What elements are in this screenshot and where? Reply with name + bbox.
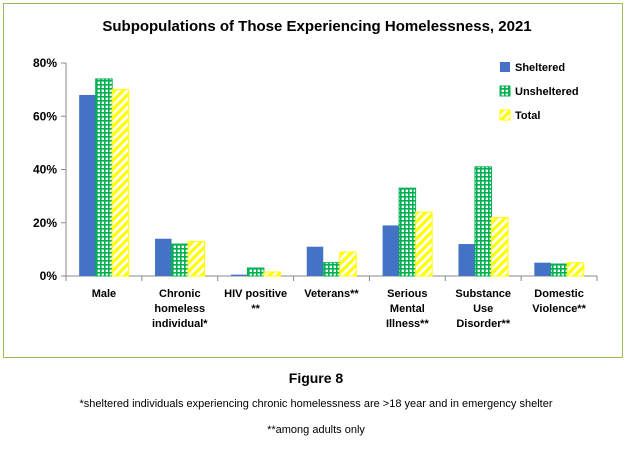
bar-total [415, 211, 433, 277]
legend-swatch-sheltered [500, 62, 510, 72]
bar-total [263, 271, 281, 277]
x-category-label: HIV positive [224, 288, 287, 300]
footnote-adults: **among adults only [267, 424, 365, 436]
x-category-label: Serious [387, 288, 427, 300]
bar-sheltered [306, 246, 324, 276]
x-category-label: Use [473, 303, 493, 315]
bar-sheltered [79, 94, 96, 276]
y-tick-label: 20% [33, 216, 57, 230]
y-tick-label: 40% [33, 163, 57, 177]
x-category-label: Veterans** [304, 288, 359, 300]
bar-sheltered [458, 244, 475, 276]
bar-unsheltered [550, 263, 568, 277]
bar-total [339, 251, 357, 277]
chart-title: Subpopulations of Those Experiencing Hom… [102, 18, 531, 35]
footnote-chronic: *sheltered individuals experiencing chro… [79, 398, 553, 410]
bar-unsheltered [95, 78, 113, 277]
y-tick-label: 60% [33, 109, 57, 123]
legend-label-unsheltered: Unsheltered [515, 86, 579, 98]
bar-total [111, 89, 130, 277]
x-category-label: homeless [154, 303, 205, 315]
x-category-label: Male [92, 288, 116, 300]
bar-unsheltered [246, 267, 265, 277]
legend-swatch-total [499, 109, 511, 121]
bar-sheltered [230, 274, 248, 276]
x-category-label: Chronic [159, 288, 201, 300]
x-category-label: Domestic [534, 288, 584, 300]
legend-swatch-unsheltered [499, 85, 511, 97]
bar-total [566, 262, 585, 277]
legend-label-sheltered: Sheltered [515, 62, 565, 74]
legend-label-total: Total [515, 110, 540, 122]
axes: 0% 20% 40% 60% 80% [33, 56, 598, 283]
bar-chart: Subpopulations of Those Experiencing Hom… [33, 18, 598, 330]
bar-unsheltered [474, 166, 492, 277]
category-labels: Male Chronic homeless individual* HIV positi… [92, 288, 587, 330]
y-tick-label: 80% [33, 56, 57, 70]
x-category-label: Disorder** [456, 318, 511, 330]
figure-label: Figure 8 [288, 370, 344, 386]
bar-sheltered [534, 262, 551, 276]
bar-unsheltered [322, 262, 341, 277]
legend: Sheltered Unsheltered Total [499, 62, 579, 122]
x-category-label: Substance [455, 288, 511, 300]
x-category-label: ** [251, 303, 260, 315]
chart-frame: Subpopulations of Those Experiencing Hom… [3, 3, 623, 358]
bar-unsheltered [398, 187, 417, 277]
bar-sheltered [155, 238, 172, 276]
x-category-label: Illness** [386, 318, 430, 330]
bars [79, 78, 585, 277]
bar-total [187, 240, 206, 277]
x-category-label: Mental [390, 303, 425, 315]
y-tick-label: 0% [40, 269, 58, 283]
bar-total [490, 216, 509, 277]
bar-unsheltered [171, 243, 189, 277]
x-category-label: individual* [152, 318, 208, 330]
x-category-label: Violence** [532, 303, 586, 315]
bar-sheltered [382, 225, 400, 276]
